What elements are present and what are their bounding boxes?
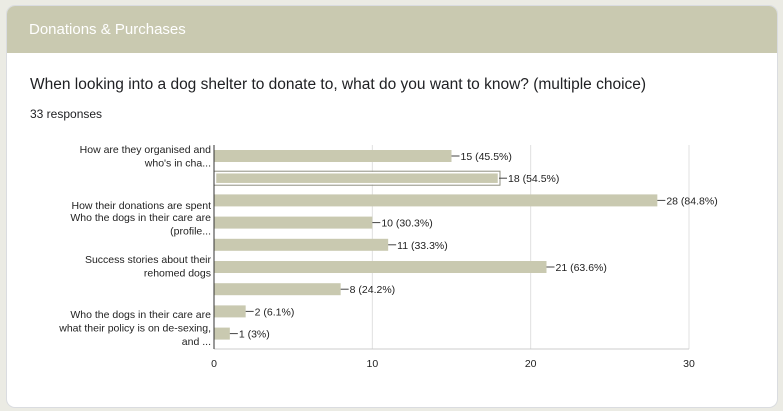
- bar: [214, 238, 389, 251]
- category-label: (profile...: [170, 226, 211, 238]
- data-label: 21 (63.6%): [556, 262, 607, 274]
- category-label: Who the dogs in their care are: [70, 212, 211, 224]
- bar: [214, 150, 452, 162]
- data-label: 2 (6.1%): [255, 306, 295, 318]
- x-tick-label: 10: [366, 358, 378, 370]
- category-label: How their donations are spent: [72, 200, 212, 212]
- data-label: 11 (33.3%): [397, 240, 448, 252]
- category-label: How are they organised and: [80, 144, 211, 156]
- bar-chart: 0 10 20 30 15 (45.5%) 18 (54.5%) 28 (84.8%) 10 …: [58, 144, 717, 370]
- data-label: 10 (30.3%): [381, 218, 432, 230]
- question-title: When looking into a dog shelter to donat…: [30, 76, 647, 93]
- category-label: and ...: [182, 336, 211, 348]
- bar: [214, 305, 246, 318]
- x-tick-label: 20: [525, 358, 537, 370]
- bar: [214, 171, 500, 185]
- x-tick-label: 0: [211, 358, 217, 370]
- bar: [214, 327, 230, 340]
- data-label: 18 (54.5%): [508, 173, 559, 185]
- section-header: Donations & Purchases: [7, 6, 777, 53]
- bar: [214, 283, 341, 296]
- data-label: 15 (45.5%): [461, 151, 512, 163]
- category-label: Who the dogs in their care are: [70, 309, 211, 321]
- category-label: who's in cha...: [144, 158, 211, 170]
- data-label: 1 (3%): [239, 329, 270, 341]
- bar: [214, 194, 658, 207]
- category-label: rehomed dogs: [144, 268, 211, 280]
- response-count: 33 responses: [30, 107, 103, 121]
- data-label: 28 (84.8%): [666, 195, 717, 207]
- question-card: Donations & Purchases When looking into …: [7, 6, 777, 407]
- bar: [214, 261, 547, 273]
- data-label: 8 (24.2%): [350, 284, 396, 296]
- x-tick-label: 30: [683, 358, 695, 370]
- category-label: what their policy is on de-sexing,: [58, 323, 211, 335]
- category-label: Success stories about their: [85, 254, 212, 266]
- bar: [214, 216, 373, 229]
